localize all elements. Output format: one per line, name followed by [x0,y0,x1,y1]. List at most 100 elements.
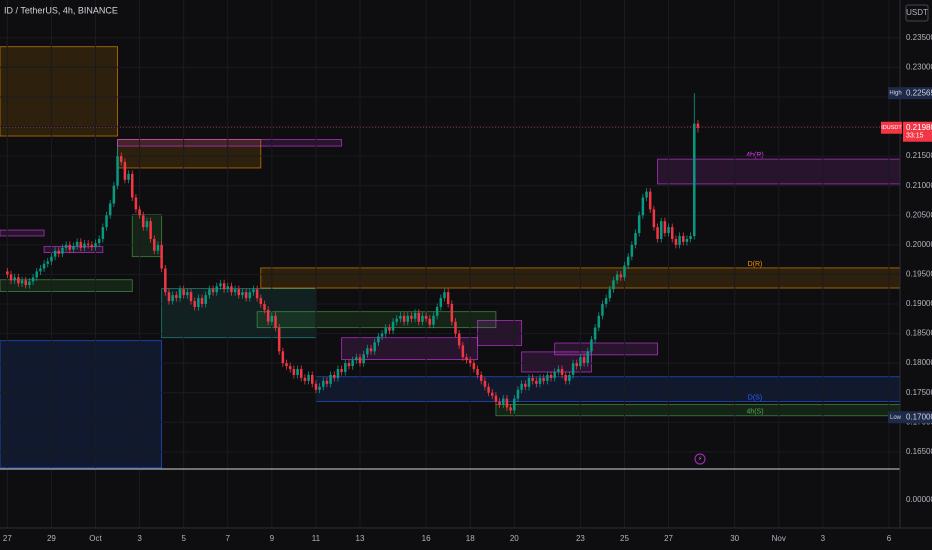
candle-body [571,363,575,375]
candle-body [266,309,270,322]
candle-body [333,374,336,378]
candle-body [472,363,476,370]
candle-body [90,244,94,248]
candle-body [156,244,160,251]
candle-body [138,209,141,216]
high-price-box [903,87,932,100]
x-tick-label: 3 [137,534,142,543]
candle-body [685,238,689,242]
candle-body [575,363,578,367]
candle-body [325,380,329,384]
x-tick-label: 6 [887,534,892,543]
candle-body [288,366,292,370]
candle-body [72,246,75,250]
candle-body [553,372,556,378]
candle-body [516,389,520,399]
high-name: High [889,91,901,97]
candle-body [498,401,501,405]
zone-label: D(R) [748,261,763,268]
candle-body [57,250,61,254]
event-icon-glyph[interactable]: ⚡ [698,456,702,463]
candle-body [615,274,619,281]
x-tick-label: 5 [181,534,186,543]
candle-body [670,227,674,239]
candle-body [402,315,406,322]
zone [117,139,343,147]
x-tick-label: 16 [422,534,431,543]
x-tick-label: 27 [664,534,673,543]
candle-body [355,357,358,361]
candle-body [568,374,571,381]
zone [495,404,901,417]
candle-body [35,271,38,278]
candle-body [189,292,193,302]
candle-body [424,315,428,319]
candle-body [656,227,659,239]
candle-body [479,374,483,381]
x-tick-label: 29 [47,534,56,543]
candle-body [241,292,244,296]
candle-body [46,261,50,264]
candle-body [630,244,634,257]
candle-body [601,303,604,316]
candle-body [277,327,281,352]
candle-body [322,380,325,387]
candle-body [634,233,637,245]
candle-body [79,241,83,248]
zone [0,229,45,237]
candle-body [564,374,567,381]
candle-body [406,315,410,322]
candle-body [20,280,24,284]
candle-body [395,318,398,322]
zone-label: 4h(R) [746,152,764,159]
candle-body [648,191,652,210]
candle-body [134,197,138,210]
candle-body [428,318,432,325]
event-icon[interactable] [694,453,706,465]
high-price: 0.22565 [906,88,932,97]
candle-body [219,283,222,287]
candle-body [171,295,174,302]
last-name-box [881,121,902,134]
candle-body [75,241,79,247]
candle-body [347,363,351,367]
candle-body [454,321,457,334]
candle-body [116,156,119,186]
candle-body [68,244,72,250]
candle-body [130,173,134,198]
currency[interactable]: USDT [906,8,928,17]
candle-body [582,357,586,364]
x-tick-label: 13 [356,534,365,543]
candle-body [505,398,509,408]
candle-body [388,327,391,331]
candle-body [64,244,68,248]
candle-body [520,383,523,390]
candle-body [494,395,498,402]
candle-body [490,392,494,396]
candle-body [674,238,678,245]
candle-body [626,256,630,266]
low-price-box [903,411,932,424]
currency-box[interactable] [905,4,929,22]
candle-body [101,227,105,239]
candle-body [237,289,241,296]
candle-body [233,289,237,293]
candle-body [546,374,549,381]
candle-body [222,283,226,290]
candle-body [263,303,266,310]
candle-body [204,295,207,304]
candle-body [303,377,307,381]
candle-body [659,221,663,239]
candle-body [200,298,204,304]
candles [6,93,700,414]
candle-body [439,298,443,307]
candle-body [351,360,354,367]
